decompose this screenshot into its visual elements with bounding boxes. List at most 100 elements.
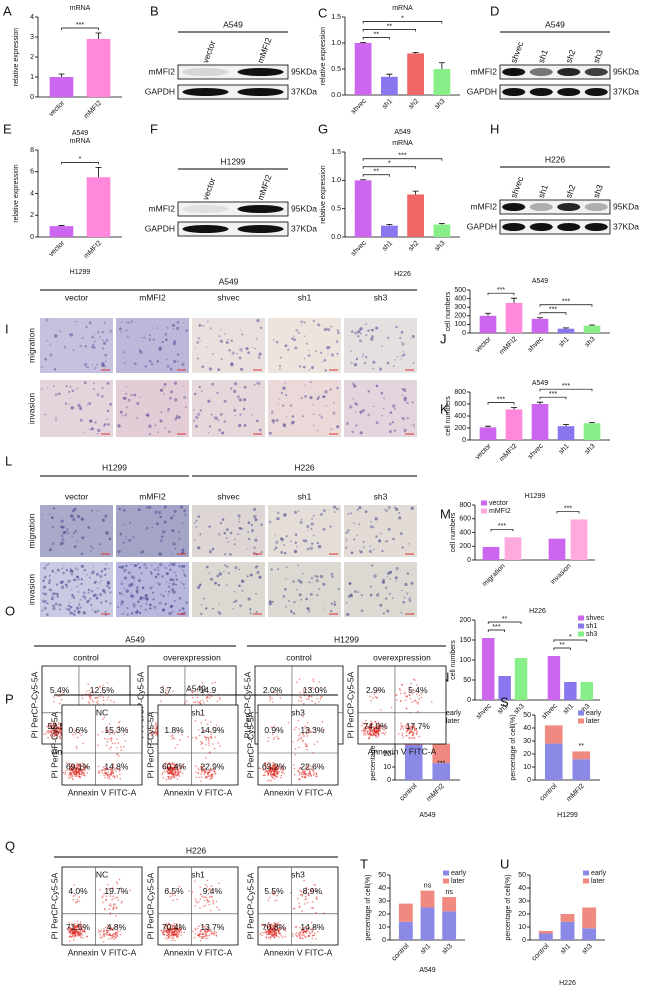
- bar: [420, 890, 435, 908]
- cell: [238, 568, 241, 571]
- cell: [56, 595, 60, 598]
- cell: [369, 593, 373, 597]
- event: [206, 898, 209, 901]
- x-tick-label: sh1: [562, 703, 575, 716]
- blot-title: A549: [223, 19, 243, 29]
- event: [105, 744, 108, 747]
- event: [372, 734, 374, 737]
- cell: [124, 413, 128, 417]
- bar: [433, 69, 451, 95]
- cell: [102, 588, 106, 593]
- event: [206, 879, 209, 882]
- cell: [104, 360, 107, 362]
- cell: [167, 594, 170, 596]
- y-axis-label: relative expression: [320, 165, 327, 223]
- lane-label: sh3: [591, 48, 605, 65]
- cell: [101, 518, 105, 522]
- band: [584, 223, 608, 231]
- cell: [284, 382, 286, 384]
- column-label: sh1: [298, 491, 312, 501]
- cell: [280, 550, 284, 554]
- event: [74, 901, 77, 904]
- cell: [232, 601, 235, 603]
- x-tick-label: migration: [481, 563, 506, 588]
- x-tick-label: sh1: [559, 943, 572, 956]
- cell: [352, 398, 355, 400]
- cell: [59, 543, 62, 546]
- cell: [395, 325, 398, 329]
- quadrant-value: 17.7%: [406, 721, 431, 731]
- cell: [120, 600, 124, 604]
- cell: [62, 571, 65, 575]
- y-tick-label: 1.5: [331, 14, 341, 21]
- cell: [243, 423, 247, 427]
- event: [300, 738, 302, 740]
- cell: [234, 538, 236, 541]
- cell: [150, 564, 153, 567]
- event: [293, 773, 296, 776]
- cell: [106, 409, 110, 413]
- cell: [104, 353, 108, 357]
- event: [101, 895, 104, 897]
- cell: [316, 397, 320, 401]
- event: [80, 932, 83, 935]
- cell: [137, 579, 141, 583]
- event: [201, 681, 204, 684]
- cell: [79, 584, 81, 586]
- event: [55, 737, 57, 740]
- event: [196, 901, 199, 904]
- cell: [100, 394, 104, 398]
- event: [57, 695, 60, 698]
- event: [430, 701, 433, 703]
- y-axis-label: percentage of cell(%): [365, 874, 372, 940]
- bar: [557, 328, 575, 333]
- event: [307, 935, 309, 937]
- cell: [228, 348, 231, 352]
- cell: [62, 526, 65, 529]
- y-axis-label: PI PerCP-Cy5-5A: [145, 872, 155, 939]
- cell: [208, 425, 211, 428]
- event: [265, 936, 268, 939]
- event: [212, 899, 214, 902]
- cell: [254, 518, 258, 522]
- cell: [51, 569, 54, 573]
- event: [383, 726, 386, 729]
- bar: [580, 682, 594, 700]
- cell: [69, 398, 72, 400]
- event: [267, 899, 270, 902]
- x-axis-label: Annexin V FITC-A: [164, 787, 233, 797]
- bar: [505, 302, 523, 333]
- legend-label: shvec: [586, 615, 605, 622]
- event: [208, 775, 210, 778]
- event: [51, 724, 53, 727]
- event: [102, 699, 105, 702]
- cell: [238, 584, 241, 588]
- event: [115, 915, 117, 917]
- cell: [330, 602, 333, 605]
- cell: [258, 575, 262, 579]
- cell: [151, 325, 153, 327]
- cell: [207, 399, 211, 403]
- bar: [404, 744, 423, 780]
- cell: [123, 571, 126, 573]
- event: [305, 898, 308, 900]
- event: [58, 702, 61, 705]
- cell: [371, 328, 374, 332]
- event: [369, 735, 372, 737]
- event: [398, 688, 401, 690]
- cell: [164, 602, 167, 606]
- cell: [252, 507, 257, 512]
- cell: [195, 519, 198, 522]
- cell: [80, 582, 83, 585]
- x-tick-label: mMFI2: [83, 240, 103, 260]
- cell: [81, 336, 84, 339]
- cell: [91, 546, 94, 549]
- event: [276, 693, 279, 695]
- x-tick-label: shvec: [527, 442, 545, 460]
- event: [198, 734, 201, 737]
- event: [155, 721, 157, 724]
- event: [269, 695, 271, 698]
- row-label: migration: [26, 328, 36, 363]
- cell: [120, 331, 122, 333]
- event: [176, 936, 179, 939]
